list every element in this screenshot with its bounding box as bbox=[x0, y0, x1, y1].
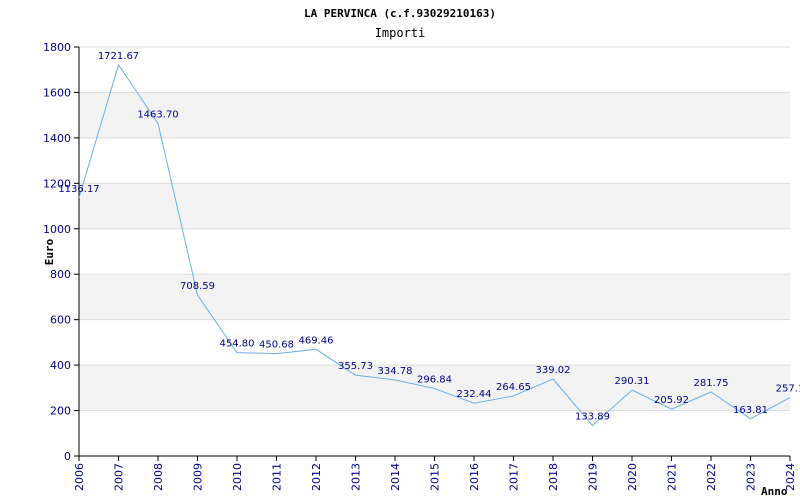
y-ticks: 0 200 400 600 800 1000 1200 1400 1600 1800 bbox=[43, 41, 79, 463]
x-ticks: 2006 2007 2008 2009 2010 2011 2012 2013 2014 2015… bbox=[73, 456, 797, 491]
x-tick-label: 2011 bbox=[271, 463, 284, 491]
data-label: 133.89 bbox=[575, 412, 610, 423]
x-tick-label: 2021 bbox=[666, 463, 679, 491]
grid-lines bbox=[79, 46, 790, 412]
data-label: 281.75 bbox=[694, 378, 729, 389]
y-tick-label: 1200 bbox=[43, 177, 71, 190]
data-label: 334.78 bbox=[378, 366, 413, 377]
data-label: 355.73 bbox=[338, 361, 373, 372]
x-tick-label: 2022 bbox=[705, 463, 718, 491]
x-axis-label: Anno bbox=[761, 485, 788, 498]
grid-band bbox=[79, 183, 790, 229]
grid-band bbox=[79, 274, 790, 320]
x-tick-label: 2023 bbox=[745, 463, 758, 491]
y-tick-label: 1400 bbox=[43, 132, 71, 145]
data-label: 257.1 bbox=[776, 384, 800, 395]
x-tick-label: 2019 bbox=[587, 463, 600, 491]
x-tick-label: 2012 bbox=[310, 463, 323, 491]
x-tick-label: 2016 bbox=[468, 463, 481, 491]
y-tick-label: 1000 bbox=[43, 223, 71, 236]
y-axis-label: Euro bbox=[43, 238, 56, 265]
chart-subtitle: Importi bbox=[375, 26, 426, 40]
series-line bbox=[78, 63, 791, 427]
data-label: 264.65 bbox=[496, 382, 531, 393]
data-label: 205.92 bbox=[654, 395, 689, 406]
data-label: 339.02 bbox=[536, 365, 571, 376]
data-label: 454.80 bbox=[220, 339, 255, 350]
data-label: 290.31 bbox=[615, 376, 650, 387]
y-tick-label: 600 bbox=[50, 314, 71, 327]
grid-band bbox=[79, 92, 790, 138]
data-label: 450.68 bbox=[259, 340, 294, 351]
y-tick-label: 1600 bbox=[43, 86, 71, 99]
x-tick-label: 2008 bbox=[152, 463, 165, 491]
chart-title: LA PERVINCA (c.f.93029210163) bbox=[304, 7, 496, 20]
data-label: 1136.17 bbox=[58, 184, 99, 195]
data-label: 163.81 bbox=[733, 405, 768, 416]
data-label: 708.59 bbox=[180, 281, 215, 292]
data-label: 232.44 bbox=[457, 389, 492, 400]
x-tick-label: 2024 bbox=[784, 463, 797, 491]
y-tick-label: 400 bbox=[50, 359, 71, 372]
y-tick-label: 800 bbox=[50, 268, 71, 281]
x-tick-label: 2007 bbox=[113, 463, 126, 491]
data-label: 1721.67 bbox=[98, 51, 139, 62]
grid-band bbox=[79, 365, 790, 411]
data-label: 469.46 bbox=[299, 335, 334, 346]
y-tick-label: 200 bbox=[50, 405, 71, 418]
x-tick-label: 2020 bbox=[626, 463, 639, 491]
x-tick-label: 2015 bbox=[429, 463, 442, 491]
x-tick-label: 2006 bbox=[73, 463, 86, 491]
data-labels: 1136.17 1721.67 1463.70 708.59 454.80 450.68 4… bbox=[58, 51, 800, 423]
x-tick-label: 2013 bbox=[350, 463, 363, 491]
grid-bands bbox=[79, 92, 790, 411]
y-tick-label: 0 bbox=[64, 450, 71, 463]
data-label: 296.84 bbox=[417, 375, 452, 386]
x-tick-label: 2010 bbox=[231, 463, 244, 491]
x-tick-label: 2014 bbox=[389, 463, 402, 491]
x-tick-label: 2009 bbox=[192, 463, 205, 491]
data-label: 1463.70 bbox=[137, 109, 178, 120]
x-tick-label: 2017 bbox=[508, 463, 521, 491]
x-tick-label: 2018 bbox=[547, 463, 560, 491]
y-tick-label: 1800 bbox=[43, 41, 71, 54]
